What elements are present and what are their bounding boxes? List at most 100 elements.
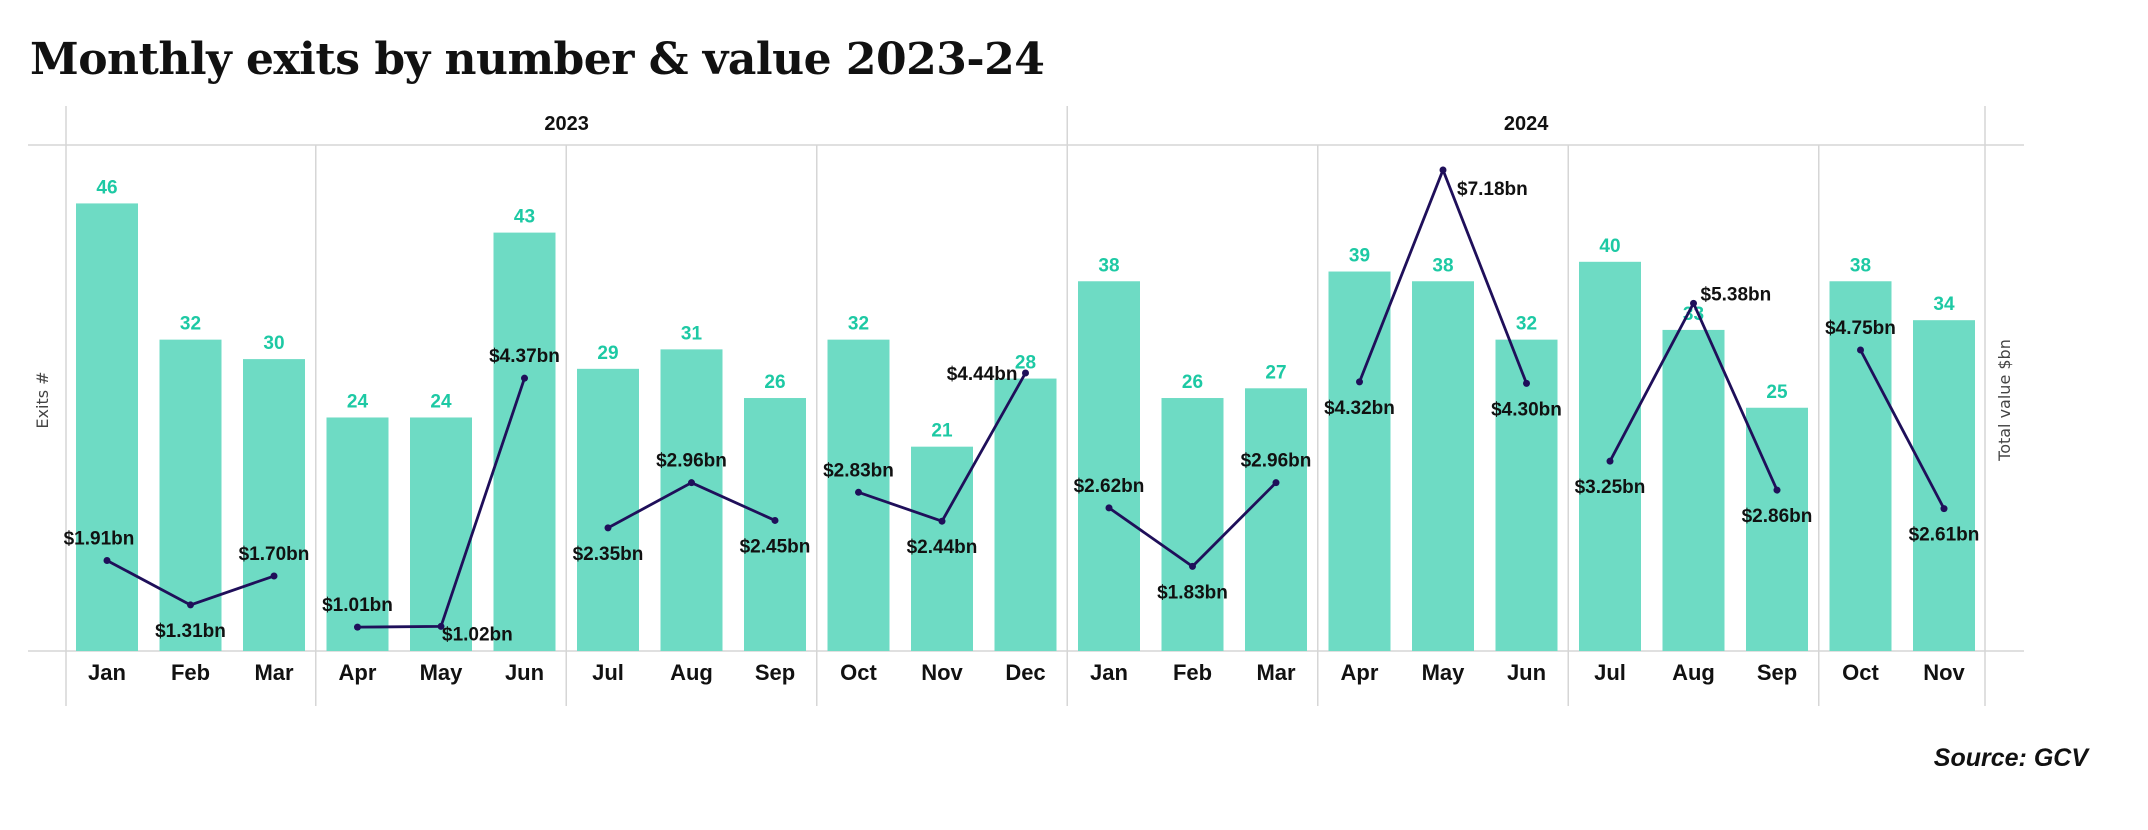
bar bbox=[1328, 271, 1391, 651]
value-data-label: $2.44bn bbox=[907, 537, 978, 558]
bar bbox=[1746, 407, 1808, 651]
x-tick-label: Jun bbox=[1507, 660, 1546, 685]
x-tick-label: May bbox=[1422, 660, 1466, 685]
value-point bbox=[437, 622, 445, 630]
value-data-label: $1.01bn bbox=[322, 595, 393, 616]
bar bbox=[1495, 339, 1558, 651]
bar-value-label: 25 bbox=[1766, 382, 1788, 403]
x-tick-label: Mar bbox=[1256, 660, 1296, 685]
bar-value-label: 38 bbox=[1432, 255, 1453, 276]
value-data-label: $4.32bn bbox=[1324, 398, 1395, 419]
value-data-label: $4.75bn bbox=[1825, 318, 1896, 339]
bar-value-label: 46 bbox=[96, 177, 117, 198]
bar bbox=[1161, 398, 1224, 651]
bar-value-label: 31 bbox=[681, 323, 703, 344]
value-data-label: $1.83bn bbox=[1157, 582, 1228, 603]
bar-value-label: 43 bbox=[514, 207, 535, 228]
value-point bbox=[1105, 504, 1113, 512]
value-point bbox=[187, 601, 194, 609]
value-data-label: $4.44bn bbox=[947, 364, 1018, 385]
bar-value-label: 38 bbox=[1850, 255, 1871, 276]
bar bbox=[911, 446, 973, 651]
bar bbox=[410, 417, 472, 651]
bar-value-label: 24 bbox=[430, 391, 452, 412]
x-tick-label: Jan bbox=[1090, 660, 1128, 685]
value-data-label: $1.91bn bbox=[64, 528, 135, 549]
bar bbox=[744, 398, 806, 651]
value-data-label: $5.38bn bbox=[1701, 284, 1772, 305]
x-tick-label: Oct bbox=[840, 660, 877, 685]
bar bbox=[1829, 281, 1892, 651]
year-label: 2023 bbox=[544, 113, 589, 135]
value-data-label: $3.25bn bbox=[1575, 477, 1646, 498]
value-point bbox=[771, 516, 779, 524]
value-point bbox=[1189, 562, 1196, 570]
value-point bbox=[855, 488, 862, 496]
value-line-segment bbox=[1859, 349, 1946, 510]
value-point bbox=[1606, 457, 1614, 465]
value-data-label: $4.37bn bbox=[489, 346, 560, 367]
value-data-label: $1.70bn bbox=[239, 544, 310, 565]
bar-value-label: 24 bbox=[347, 391, 369, 412]
bar-value-label: 26 bbox=[1182, 372, 1203, 393]
value-data-label: $2.86bn bbox=[1742, 506, 1813, 527]
value-data-label: $2.96bn bbox=[656, 451, 727, 472]
y-axis-title: Exits # bbox=[33, 371, 52, 428]
bar-value-label: 26 bbox=[764, 372, 785, 393]
bar bbox=[326, 417, 389, 651]
x-tick-label: Apr bbox=[1341, 660, 1379, 685]
bar bbox=[1412, 281, 1474, 651]
value-data-label: $2.62bn bbox=[1074, 476, 1145, 497]
bar-value-label: 39 bbox=[1349, 246, 1370, 267]
value-data-label: $2.96bn bbox=[1241, 451, 1312, 472]
value-point bbox=[1857, 346, 1864, 354]
bar-value-label: 33 bbox=[1683, 304, 1704, 325]
value-point bbox=[688, 479, 695, 487]
value-point bbox=[354, 623, 361, 631]
bar bbox=[1245, 388, 1307, 651]
bar-value-label: 40 bbox=[1599, 236, 1620, 257]
value-point bbox=[1272, 479, 1280, 487]
x-tick-label: May bbox=[420, 660, 464, 685]
bar-value-label: 21 bbox=[931, 421, 953, 442]
value-data-label: $2.83bn bbox=[823, 460, 894, 481]
bar bbox=[660, 349, 723, 651]
bar bbox=[1078, 281, 1140, 651]
bar-value-label: 30 bbox=[263, 333, 284, 354]
value-data-label: $1.31bn bbox=[155, 621, 226, 642]
source-note: Source: GCV bbox=[1933, 744, 2088, 772]
value-data-label: $2.45bn bbox=[740, 536, 811, 557]
value-data-label: $2.61bn bbox=[1909, 525, 1980, 546]
bar-value-label: 32 bbox=[180, 314, 201, 335]
value-point bbox=[521, 374, 528, 382]
x-tick-label: Nov bbox=[921, 660, 963, 685]
x-tick-label: Sep bbox=[1757, 660, 1797, 685]
x-tick-label: Jan bbox=[88, 660, 126, 685]
value-point bbox=[1523, 379, 1530, 387]
value-point bbox=[1439, 166, 1447, 174]
x-tick-label: Sep bbox=[755, 660, 795, 685]
bar-value-label: 27 bbox=[1265, 362, 1286, 383]
value-data-label: $2.35bn bbox=[573, 544, 644, 565]
x-tick-label: Mar bbox=[254, 660, 294, 685]
value-point bbox=[1940, 505, 1948, 513]
value-point bbox=[604, 524, 612, 532]
x-tick-label: Oct bbox=[1842, 660, 1879, 685]
value-point bbox=[1690, 299, 1697, 307]
x-tick-label: Jul bbox=[592, 660, 624, 685]
x-tick-label: Jul bbox=[1594, 660, 1626, 685]
x-tick-label: Jun bbox=[505, 660, 544, 685]
value-point bbox=[938, 517, 946, 525]
x-tick-label: Feb bbox=[171, 660, 210, 685]
x-tick-label: Aug bbox=[670, 660, 713, 685]
bar bbox=[76, 203, 138, 652]
value-point bbox=[1773, 486, 1781, 494]
bar-value-label: 38 bbox=[1098, 255, 1119, 276]
bar-value-label: 32 bbox=[848, 314, 869, 335]
y2-axis-title: Total value $bn bbox=[1995, 339, 2014, 462]
bar bbox=[1579, 261, 1641, 651]
bar bbox=[1913, 320, 1975, 651]
value-point bbox=[1022, 369, 1029, 377]
value-point bbox=[1356, 378, 1363, 386]
